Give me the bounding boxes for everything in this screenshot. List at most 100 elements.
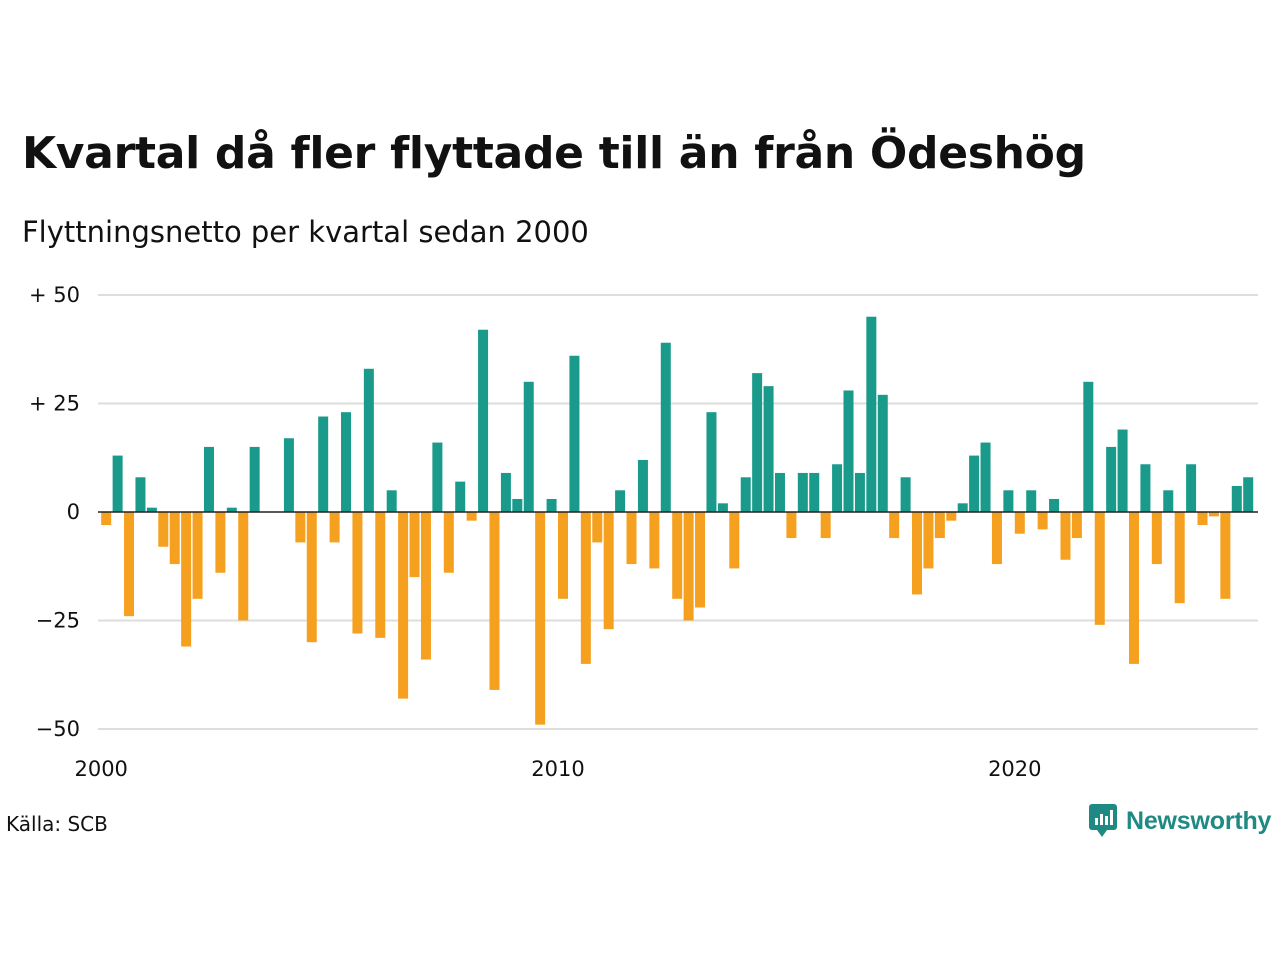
source-note: Källa: SCB xyxy=(6,812,108,836)
bar xyxy=(215,512,226,573)
bar xyxy=(283,438,294,512)
bar xyxy=(1208,512,1219,517)
bar xyxy=(580,512,591,664)
bar xyxy=(1106,446,1117,512)
x-axis-ticks: 2000 2010 2020 xyxy=(74,757,1041,781)
bar xyxy=(729,512,740,569)
bar xyxy=(318,416,329,512)
bar xyxy=(455,481,466,512)
bar xyxy=(135,477,146,512)
y-tick-label: 0 xyxy=(67,500,80,524)
bar xyxy=(934,512,945,539)
bar xyxy=(1003,490,1014,512)
bar xyxy=(226,507,237,512)
bar xyxy=(1151,512,1162,565)
bar xyxy=(375,512,386,638)
bar xyxy=(1037,512,1048,530)
brand-logo: Newsworthy xyxy=(1088,803,1271,839)
bar-chart: + 50 + 25 0 −25 −50 2000 2010 2020 xyxy=(29,283,1258,781)
bar xyxy=(546,498,557,512)
bar xyxy=(592,512,603,543)
bar xyxy=(946,512,957,521)
bar xyxy=(1026,490,1037,512)
bar xyxy=(489,512,500,690)
bar xyxy=(740,477,751,512)
bar xyxy=(809,472,820,512)
bar xyxy=(626,512,637,565)
bar xyxy=(637,459,648,512)
bar xyxy=(181,512,192,647)
bar xyxy=(706,412,717,512)
y-tick-label: −25 xyxy=(36,609,80,633)
bar xyxy=(432,442,443,512)
bar xyxy=(443,512,454,573)
bar xyxy=(146,507,157,512)
newsworthy-logo-icon xyxy=(1089,804,1117,837)
bar xyxy=(1197,512,1208,526)
bar xyxy=(1014,512,1025,534)
bar xyxy=(672,512,683,599)
bar xyxy=(843,390,854,512)
bar xyxy=(238,512,249,621)
bar xyxy=(329,512,340,543)
bar xyxy=(1094,512,1105,625)
bar xyxy=(192,512,203,599)
bar xyxy=(512,498,523,512)
bar xyxy=(615,490,626,512)
bar xyxy=(1117,429,1128,512)
bar xyxy=(774,472,785,512)
bar xyxy=(763,386,774,512)
bar xyxy=(923,512,934,569)
bar xyxy=(101,512,112,526)
bar xyxy=(889,512,900,539)
bar xyxy=(717,503,728,512)
bar xyxy=(249,446,260,512)
bar xyxy=(306,512,317,643)
bar xyxy=(695,512,706,608)
bar xyxy=(797,472,808,512)
bar xyxy=(603,512,614,630)
bar xyxy=(112,455,123,512)
bar xyxy=(1186,464,1197,512)
chart-title: Kvartal då fler flyttade till än från Öd… xyxy=(22,128,1086,179)
bar xyxy=(124,512,135,617)
grid-lines xyxy=(98,294,1258,730)
bar xyxy=(1174,512,1185,604)
bar xyxy=(523,381,534,512)
bar xyxy=(203,446,214,512)
bar xyxy=(957,503,968,512)
bar xyxy=(1163,490,1174,512)
x-tick-label: 2010 xyxy=(531,757,584,781)
bar xyxy=(558,512,568,599)
bar xyxy=(969,455,980,512)
bar xyxy=(352,512,363,634)
bar xyxy=(1083,381,1094,512)
bar xyxy=(1071,512,1082,539)
chart-subtitle: Flyttningsnetto per kvartal sedan 2000 xyxy=(22,215,589,249)
bar xyxy=(683,512,694,621)
bar xyxy=(158,512,169,547)
bar xyxy=(649,512,660,569)
bar xyxy=(1140,464,1151,512)
bar xyxy=(1243,477,1254,512)
bar xyxy=(478,329,489,512)
bars xyxy=(101,316,1254,725)
bar xyxy=(991,512,1002,565)
bar xyxy=(786,512,797,539)
bar xyxy=(900,477,911,512)
brand-name: Newsworthy xyxy=(1126,806,1272,835)
bar xyxy=(500,472,511,512)
bar xyxy=(1049,498,1060,512)
x-tick-label: 2000 xyxy=(74,757,127,781)
x-tick-label: 2020 xyxy=(988,757,1041,781)
bar xyxy=(466,512,477,521)
y-axis-ticks: + 50 + 25 0 −25 −50 xyxy=(29,283,80,741)
bar xyxy=(866,316,877,512)
bar xyxy=(752,373,763,512)
bar xyxy=(660,342,671,512)
bar xyxy=(877,394,888,512)
bar xyxy=(1129,512,1139,664)
bar xyxy=(535,512,546,725)
bar xyxy=(1060,512,1071,560)
bar xyxy=(820,512,831,539)
